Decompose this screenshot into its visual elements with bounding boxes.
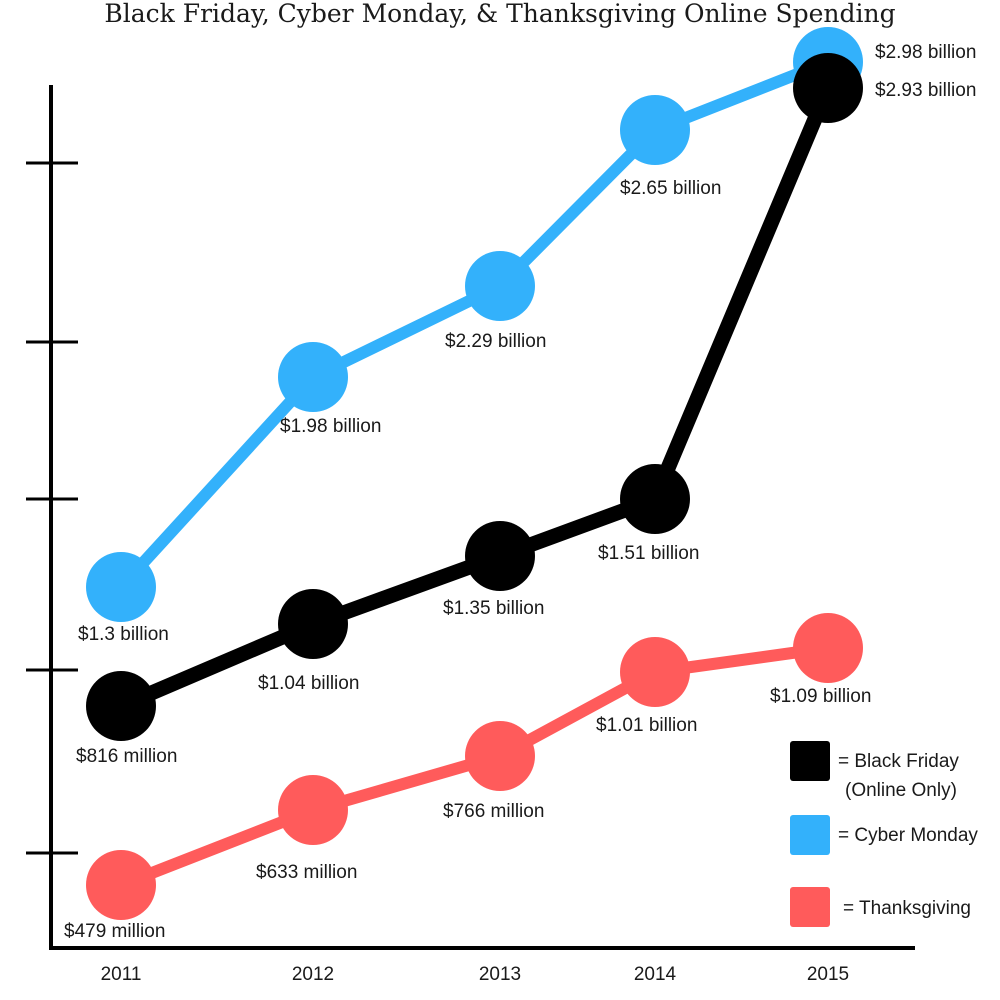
data-label-black: $1.51 billion (598, 543, 699, 564)
legend-label-cyber-monday: = Cyber Monday (838, 825, 978, 846)
series-layer (86, 27, 863, 920)
y-axis (26, 85, 78, 950)
series-thanks (86, 613, 863, 920)
data-label-cyber: $2.98 billion (875, 42, 976, 63)
data-label-black: $1.04 billion (258, 673, 359, 694)
legend-swatch-thanksgiving (790, 887, 830, 927)
series-black (86, 53, 863, 741)
legend-swatch-black-friday (790, 741, 830, 781)
chart-title: Black Friday, Cyber Monday, & Thanksgivi… (104, 0, 895, 28)
legend: = Black Friday (Online Only) = Cyber Mon… (790, 741, 978, 927)
data-label-thanks: $766 million (443, 801, 544, 822)
data-point-black (278, 589, 348, 659)
data-point-cyber (465, 251, 535, 321)
data-label-black: $1.35 billion (443, 598, 544, 619)
data-label-thanks: $633 million (256, 862, 357, 883)
data-label-cyber: $2.29 billion (445, 331, 546, 352)
data-label-black: $2.93 billion (875, 80, 976, 101)
data-label-thanks: $479 million (64, 921, 165, 942)
data-point-black (793, 53, 863, 123)
data-point-black (620, 464, 690, 534)
x-tick-label: 2015 (807, 964, 849, 985)
data-point-thanks (620, 637, 690, 707)
data-point-black (465, 521, 535, 591)
legend-label-black-friday: = Black Friday (838, 751, 959, 772)
x-axis-tick-labels: 2011 2012 2013 2014 2015 (101, 964, 850, 985)
x-tick-label: 2014 (634, 964, 677, 985)
data-label-thanks: $1.01 billion (596, 715, 697, 736)
x-tick-label: 2013 (479, 964, 521, 985)
data-point-cyber (620, 95, 690, 165)
legend-swatch-cyber-monday (790, 815, 830, 855)
data-labels: $479 million $633 million $766 million $1.0… (64, 42, 976, 942)
data-label-cyber: $2.65 billion (620, 178, 721, 199)
data-point-thanks (86, 850, 156, 920)
data-point-black (86, 671, 156, 741)
data-label-cyber: $1.98 billion (280, 416, 381, 437)
data-label-thanks: $1.09 billion (770, 686, 871, 707)
x-tick-label: 2011 (101, 964, 142, 985)
data-point-thanks (465, 721, 535, 791)
legend-label-black-friday-line2: (Online Only) (845, 780, 957, 801)
data-label-black: $816 million (76, 746, 177, 767)
series-cyber (86, 27, 863, 622)
data-point-thanks (278, 775, 348, 845)
data-label-cyber: $1.3 billion (78, 624, 169, 645)
x-tick-label: 2012 (292, 964, 334, 985)
data-point-thanks (793, 613, 863, 683)
data-point-cyber (86, 552, 156, 622)
data-point-cyber (278, 342, 348, 412)
legend-label-thanksgiving: = Thanksgiving (843, 898, 971, 919)
